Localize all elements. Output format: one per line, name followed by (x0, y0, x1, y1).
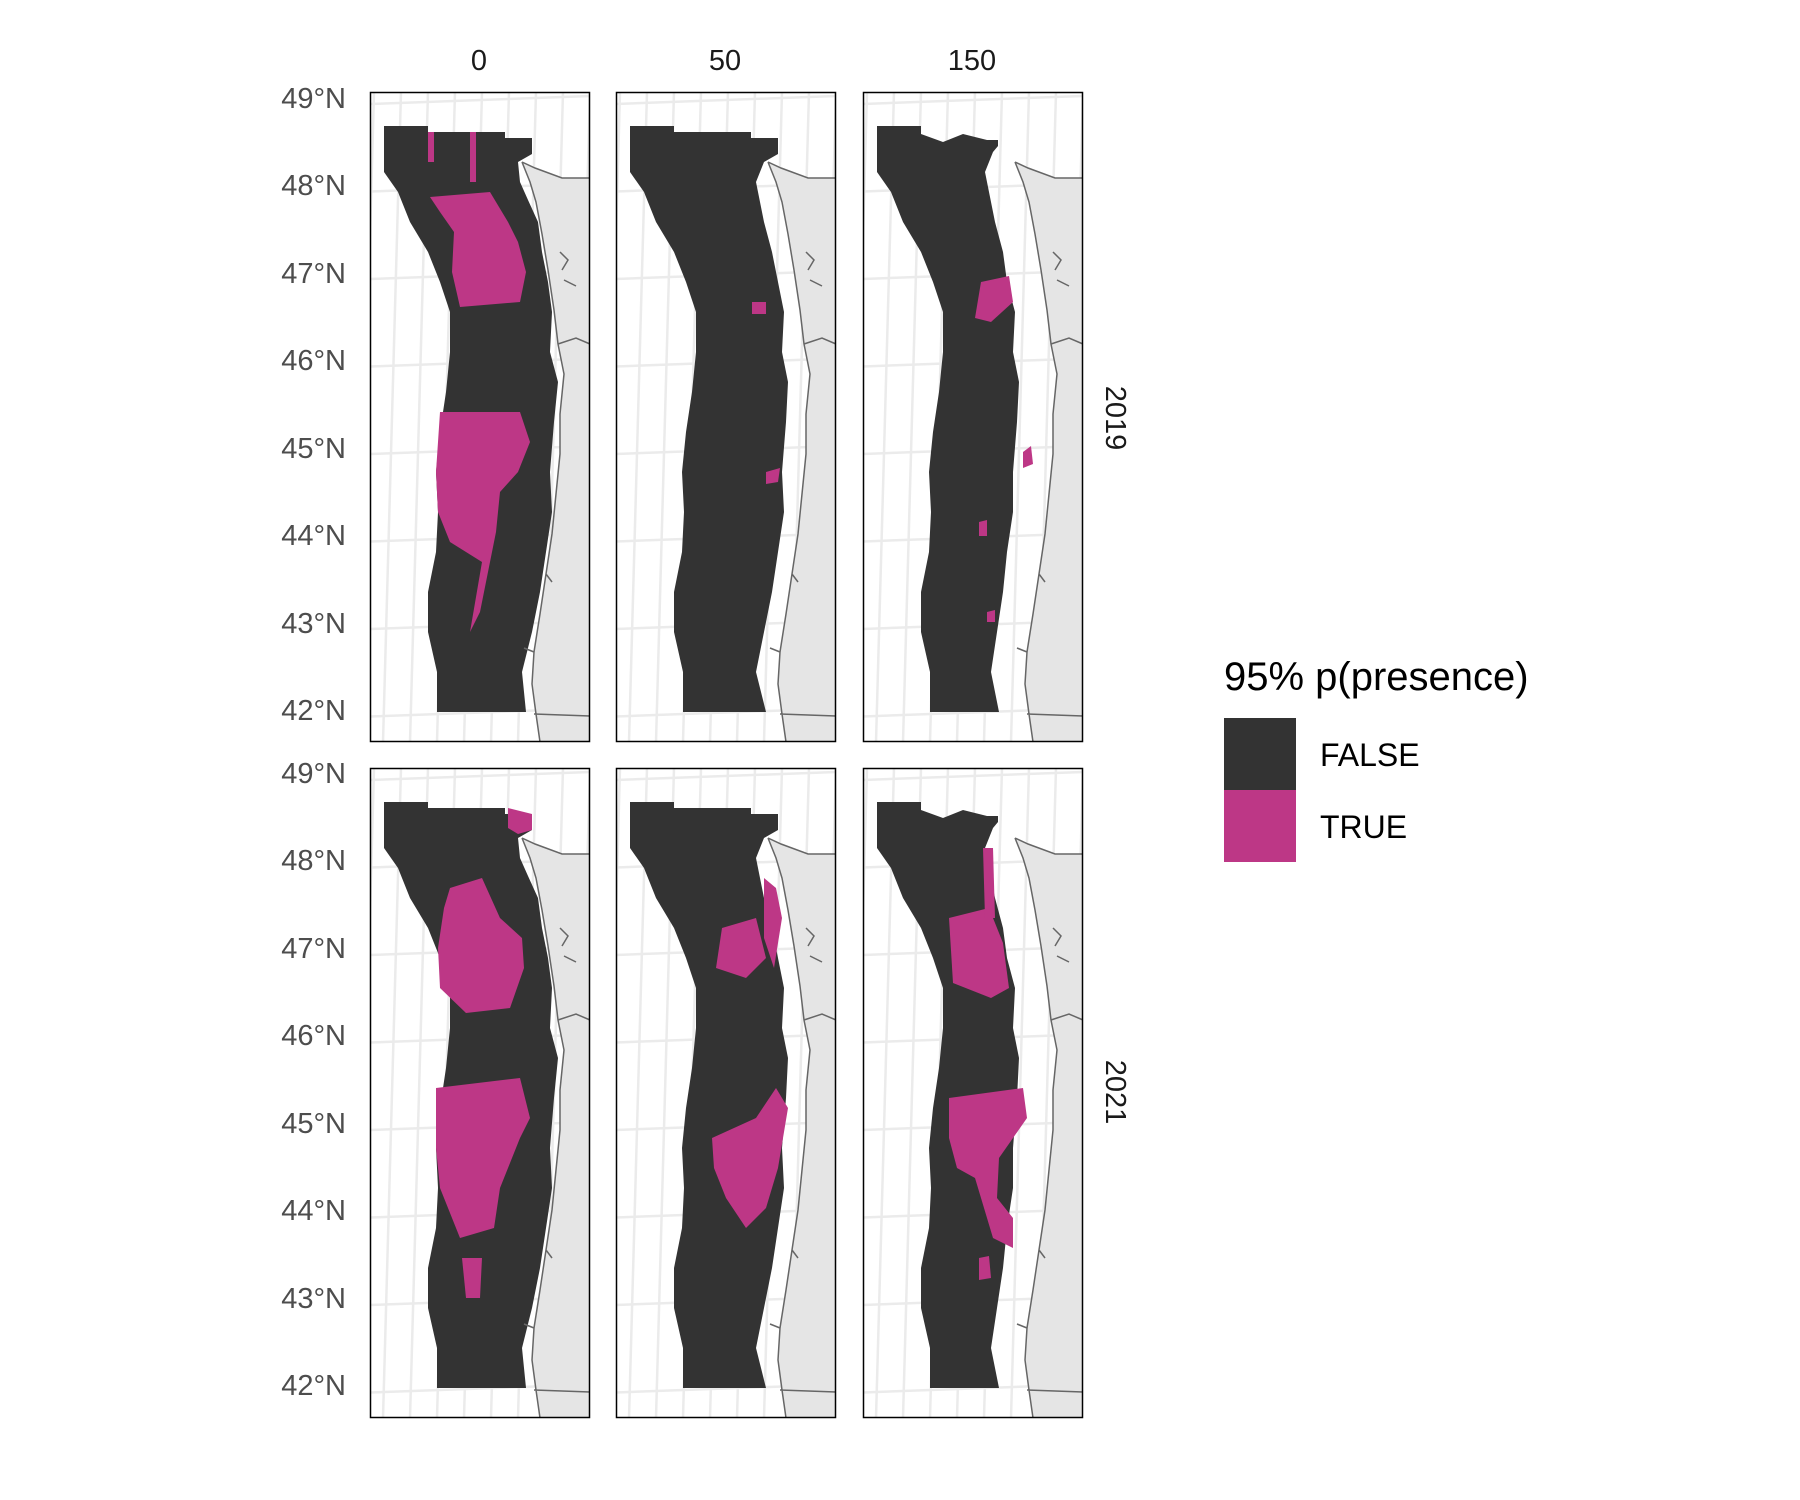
presence-true-area (712, 1088, 788, 1228)
presence-true-area (470, 132, 476, 182)
presence-true-area (987, 610, 995, 622)
presence-true-area (436, 1078, 530, 1238)
presence-true-area (436, 412, 530, 632)
lat-tick-label: 44°N (281, 1195, 346, 1227)
lat-axis-top: 49°N 48°N 47°N 46°N 45°N 44°N 43°N 42°N (281, 83, 346, 727)
presence-true-area (752, 302, 766, 314)
presence-true-area (438, 878, 524, 1013)
lat-tick-label: 48°N (281, 845, 346, 877)
panel-border (862, 767, 1084, 1419)
legend-label-true: TRUE (1320, 809, 1407, 845)
lat-axis-bottom: 49°N 48°N 47°N 46°N 45°N 44°N 43°N 42°N (281, 758, 346, 1402)
presence-true-area (766, 468, 780, 484)
legend-title: 95% p(presence) (1224, 655, 1529, 699)
lat-tick-label: 49°N (281, 83, 346, 115)
map-panel-2019-50 (615, 91, 837, 743)
presence-true-area (462, 1258, 482, 1298)
row-label-2019: 2019 (1099, 386, 1131, 451)
lat-tick-label: 43°N (281, 1283, 346, 1315)
lat-tick-label: 44°N (281, 520, 346, 552)
presence-true-area (716, 918, 766, 978)
panel-border (615, 91, 837, 743)
row-label-2021: 2021 (1099, 1060, 1131, 1125)
lat-tick-label: 48°N (281, 170, 346, 202)
presence-true-area (764, 878, 782, 968)
lat-tick-label: 43°N (281, 608, 346, 640)
panel-border (369, 767, 591, 1419)
legend-swatch-true (1224, 790, 1296, 862)
legend-label-false: FALSE (1320, 737, 1420, 773)
column-label-0: 0 (471, 45, 487, 77)
legend-swatch-false (1224, 718, 1296, 790)
presence-true-area (1023, 446, 1033, 468)
lat-tick-label: 47°N (281, 258, 346, 290)
presence-true-area (949, 908, 1009, 998)
panel-border (369, 91, 591, 743)
lat-tick-label: 46°N (281, 1020, 346, 1052)
panel-border (615, 767, 837, 1419)
presence-true-area (983, 848, 995, 918)
presence-true-area (975, 276, 1013, 322)
lat-tick-label: 49°N (281, 758, 346, 790)
presence-true-area (428, 132, 434, 162)
presence-true-area (949, 1088, 1027, 1248)
lat-tick-label: 45°N (281, 433, 346, 465)
lat-tick-label: 46°N (281, 345, 346, 377)
presence-true-area (508, 808, 532, 834)
map-panel-2021-150 (862, 767, 1084, 1419)
map-panel-2019-150 (862, 91, 1084, 743)
map-panel-2019-0 (369, 91, 591, 743)
map-panels (369, 91, 1084, 1419)
map-panel-2021-50 (615, 767, 837, 1419)
lat-tick-label: 42°N (281, 695, 346, 727)
lat-tick-label: 47°N (281, 933, 346, 965)
panel-border (862, 91, 1084, 743)
column-label-50: 50 (709, 45, 741, 77)
legend: 95% p(presence) FALSE TRUE (1224, 655, 1529, 862)
presence-true-area (979, 1256, 991, 1280)
lat-tick-label: 45°N (281, 1108, 346, 1140)
map-panel-2021-0 (369, 767, 591, 1419)
column-label-150: 150 (948, 45, 996, 77)
presence-true-area (430, 192, 526, 307)
presence-true-area (979, 520, 987, 536)
lat-tick-label: 42°N (281, 1370, 346, 1402)
